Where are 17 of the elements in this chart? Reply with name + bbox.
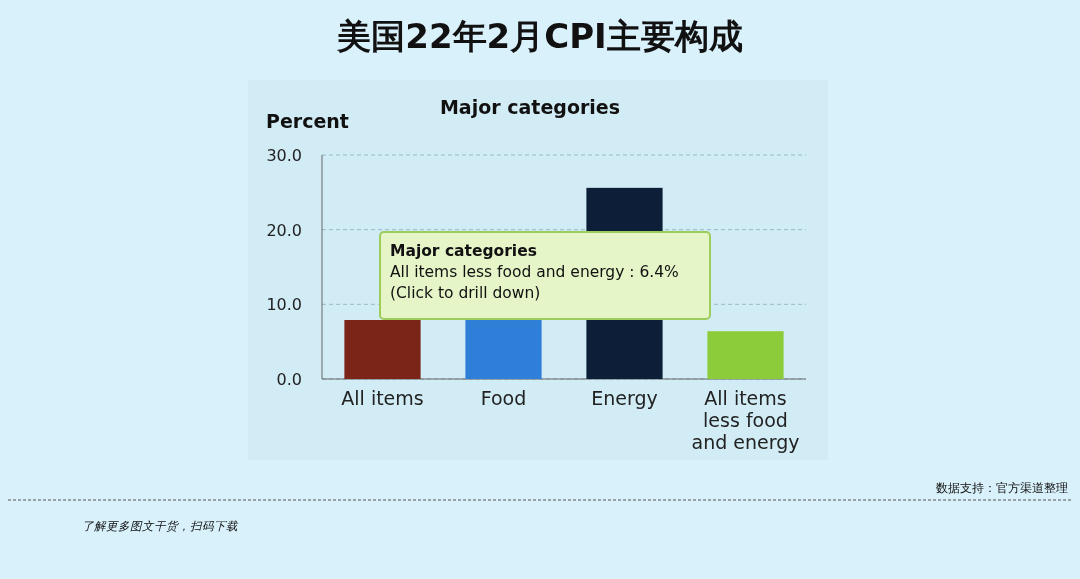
- bar: [465, 320, 542, 379]
- x-tick-label: All items less food and energy: [691, 387, 800, 453]
- y-tick-label: 10.0: [266, 295, 302, 315]
- bar: [344, 320, 421, 379]
- chart-subtitle: Major categories: [439, 96, 621, 118]
- text: 数据支持：官方渠道整理: [936, 481, 1068, 495]
- x-tick-label: All items: [341, 387, 424, 409]
- text: 了解更多图文干货，扫码下载: [82, 519, 239, 533]
- y-tick-label: 30.0: [266, 146, 302, 165]
- annotation: Major categories All items less food and energy : 6.4% (Click to drill down): [390, 242, 679, 302]
- y-tick-label: 0.0: [276, 370, 302, 389]
- chart-title: 美国22年2月CPI主要构成: [336, 16, 743, 56]
- y-tick-label: 20.0: [266, 220, 302, 240]
- y-axis-title: Percent: [266, 110, 349, 132]
- x-tick-label: Food: [480, 387, 527, 409]
- bar: [707, 331, 784, 379]
- x-tick-label: Energy: [591, 387, 658, 409]
